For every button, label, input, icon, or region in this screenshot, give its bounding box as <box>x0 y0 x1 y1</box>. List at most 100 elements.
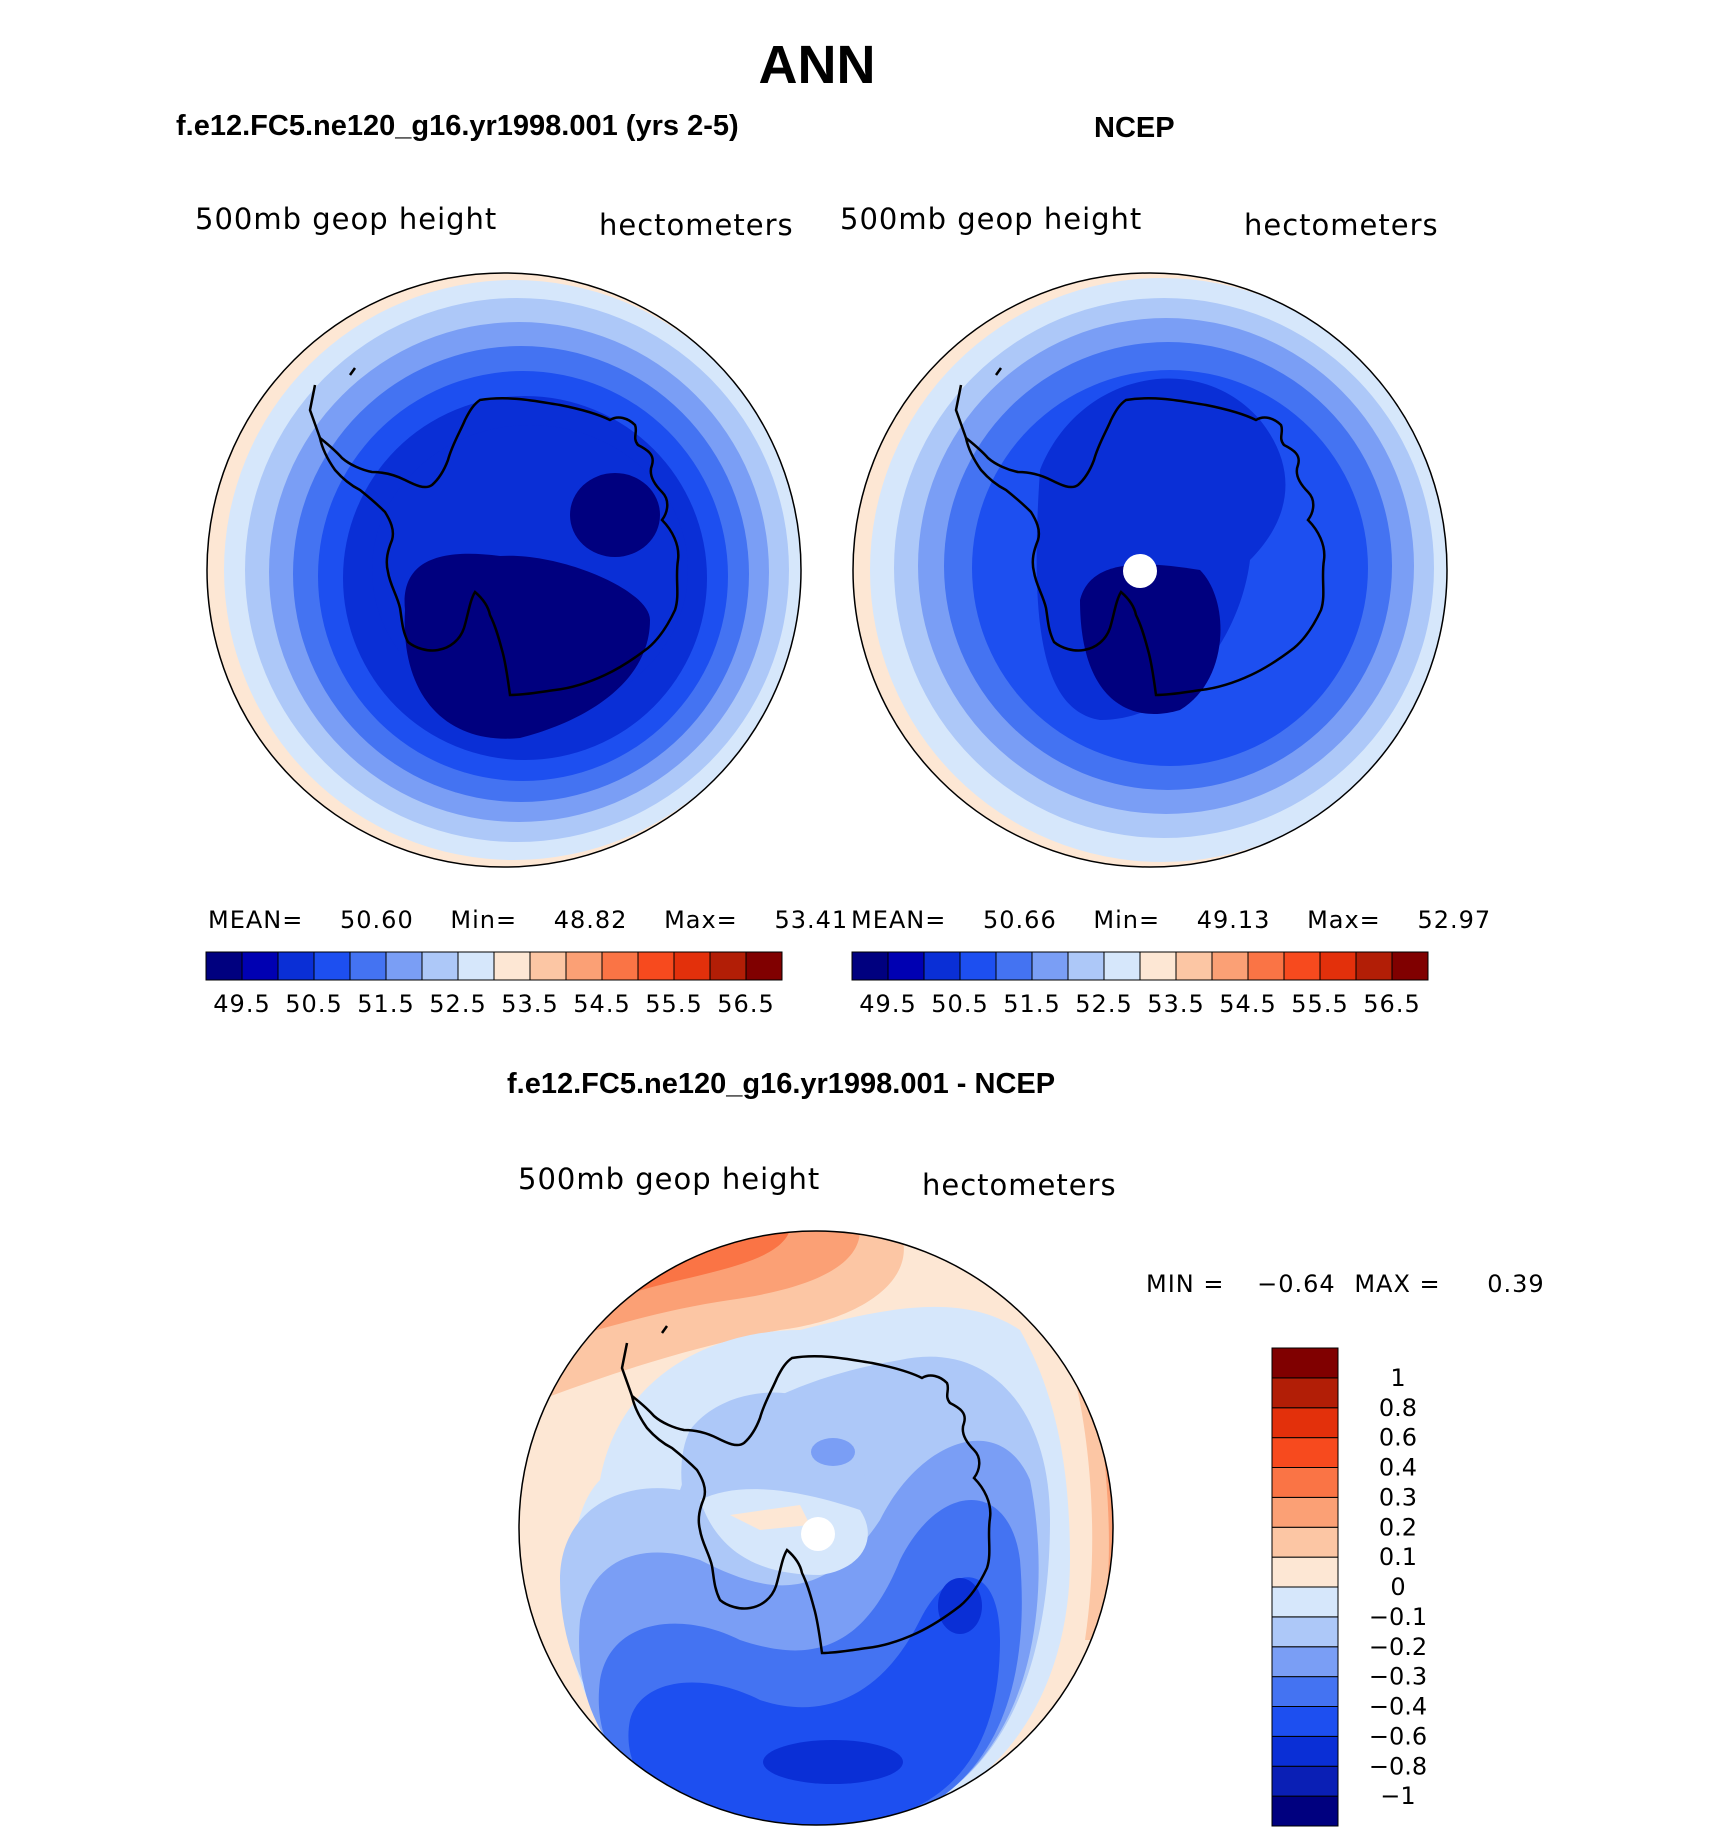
panel-3-stats: MIN = −0.64 MAX = 0.39 <box>1146 1270 1545 1298</box>
panel-3-colorbar-swatch-7 <box>1271 1586 1339 1618</box>
panel-1-colorbar-tick-label: 55.5 <box>645 990 702 1018</box>
panel-2-colorbar-tick-label: 55.5 <box>1291 990 1348 1018</box>
panel-2-units-label: hectometers <box>1244 208 1439 242</box>
panel-3-colorbar-tick-label: 0.4 <box>1379 1454 1417 1482</box>
panel-3-colorbar-tick-label: 0.6 <box>1379 1424 1417 1452</box>
panel-1-colorbar-tick-label: 50.5 <box>285 990 342 1018</box>
panel-1-colorbar-swatch-9 <box>529 951 567 981</box>
panel-3-colorbar-tick-label: 0 <box>1390 1573 1405 1601</box>
panel-3-colorbar-tick-label: −0.4 <box>1369 1693 1427 1721</box>
panel-1-map <box>206 272 802 868</box>
panel-3-max-label: MAX = <box>1354 1270 1441 1298</box>
panel-3-colorbar-tick-label: 0.3 <box>1379 1483 1417 1511</box>
panel-1-max-value: 53.41 <box>774 906 849 934</box>
panel-2-colorbar-swatch-8 <box>1139 951 1177 981</box>
panel-1-title: f.e12.FC5.ne120_g16.yr1998.001 (yrs 2-5) <box>176 110 739 142</box>
panel-3-map <box>518 1230 1114 1826</box>
panel-3-title: f.e12.FC5.ne120_g16.yr1998.001 - NCEP <box>507 1068 1056 1100</box>
panel-1-colorbar-swatch-8 <box>493 951 531 981</box>
panel-2-max-value: 52.97 <box>1417 906 1492 934</box>
panel-2-colorbar-swatch-4 <box>995 951 1033 981</box>
panel-3-min-label: MIN = <box>1146 1270 1225 1298</box>
panel-3-colorbar-swatch-8 <box>1271 1556 1339 1588</box>
panel-2-colorbar-tick-label: 50.5 <box>931 990 988 1018</box>
panel-2-colorbar-swatch-0 <box>851 951 889 981</box>
panel-3-colorbar-tick-label: 1 <box>1390 1364 1405 1392</box>
panel-3-min-value: −0.64 <box>1257 1270 1336 1298</box>
panel-3-colorbar-tick-label: −0.8 <box>1369 1752 1427 1780</box>
figure-title: ANN <box>758 35 876 95</box>
panel-1-min-label: Min= <box>450 906 518 934</box>
panel-1-colorbar-swatch-3 <box>313 951 351 981</box>
panel-2-colorbar-swatch-15 <box>1391 951 1429 981</box>
panel-2-colorbar-tick-label: 56.5 <box>1363 990 1420 1018</box>
panel-3-colorbar-tick-label: 0.1 <box>1379 1543 1417 1571</box>
panel-2-colorbar-swatch-11 <box>1247 951 1285 981</box>
panel-1-colorbar-swatch-13 <box>673 951 711 981</box>
panel-1-colorbar-tick-label: 54.5 <box>573 990 630 1018</box>
panel-1-max-label: Max= <box>664 906 738 934</box>
panel-2-map <box>852 272 1448 868</box>
panel-2-title: NCEP <box>1094 112 1175 144</box>
panel-3-colorbar-tick-label: −0.3 <box>1369 1663 1427 1691</box>
panel-2-colorbar-tick-label: 51.5 <box>1003 990 1060 1018</box>
panel-2-colorbar-tick-label: 53.5 <box>1147 990 1204 1018</box>
panel-3-colorbar-tick-label: 0.2 <box>1379 1513 1417 1541</box>
panel-1-units-label: hectometers <box>599 208 794 242</box>
panel-3-colorbar-tick-label: −1 <box>1380 1782 1415 1810</box>
panel-3-colorbar-swatch-10 <box>1271 1496 1339 1528</box>
panel-2-colorbar-swatch-9 <box>1175 951 1213 981</box>
panel-2-colorbar-swatch-10 <box>1211 951 1249 981</box>
panel-2-colorbar-swatch-14 <box>1355 951 1393 981</box>
panel-1-variable-label: 500mb geop height <box>195 202 498 236</box>
panel-3-units-label: hectometers <box>922 1168 1117 1202</box>
panel-3-colorbar-tick-label: 0.8 <box>1379 1394 1417 1422</box>
panel-2-colorbar: 49.5 50.5 51.5 52.5 53.5 54.5 55.5 56.5 <box>851 951 1429 1018</box>
panel-2-mean-label: MEAN= <box>851 906 947 934</box>
panel-2-colorbar-swatch-5 <box>1031 951 1069 981</box>
panel-1-colorbar-swatch-11 <box>601 951 639 981</box>
panel-2-colorbar-swatch-12 <box>1283 951 1321 981</box>
panel-1-min-value: 48.82 <box>553 906 628 934</box>
panel-2-stats: MEAN= 50.66 Min= 49.13 Max= 52.97 <box>851 906 1491 934</box>
panel-3-colorbar-swatch-13 <box>1271 1407 1339 1439</box>
panel-3-colorbar-tick-label: −0.2 <box>1369 1633 1427 1661</box>
panel-1-colorbar-tick-label: 52.5 <box>429 990 486 1018</box>
panel-3-colorbar-swatch-14 <box>1271 1377 1339 1409</box>
panel-2-colorbar-swatch-6 <box>1067 951 1105 981</box>
panel-2-colorbar-swatch-2 <box>923 951 961 981</box>
panel-2-max-label: Max= <box>1307 906 1381 934</box>
panel-1-mean-label: MEAN= <box>208 906 304 934</box>
panel-1-colorbar-swatch-2 <box>277 951 315 981</box>
panel-3-colorbar-swatch-2 <box>1271 1735 1339 1767</box>
panel-2-colorbar-tick-label: 54.5 <box>1219 990 1276 1018</box>
panel-1-mean-value: 50.60 <box>340 906 414 934</box>
panel-3-colorbar: −1−0.8−0.6−0.4−0.3−0.2−0.100.10.20.30.40… <box>1271 1347 1427 1827</box>
panel-3-colorbar-swatch-5 <box>1271 1646 1339 1678</box>
panel-3-colorbar-tick-label: −0.1 <box>1369 1603 1427 1631</box>
panel-2-colorbar-tick-label: 49.5 <box>859 990 916 1018</box>
panel-3-colorbar-tick-label: −0.6 <box>1369 1722 1427 1750</box>
panel-2-min-value: 49.13 <box>1196 906 1271 934</box>
panel-1-colorbar-swatch-1 <box>241 951 279 981</box>
panel-2-colorbar-swatch-13 <box>1319 951 1357 981</box>
panel-1-colorbar-swatch-5 <box>385 951 423 981</box>
panel-3-colorbar-swatch-11 <box>1271 1467 1339 1498</box>
panel-1-colorbar-swatch-4 <box>349 951 387 981</box>
panel-3-colorbar-swatch-9 <box>1271 1526 1339 1558</box>
panel-1-stats: MEAN= 50.60 Min= 48.82 Max= 53.41 <box>208 906 848 934</box>
panel-1-colorbar: 49.5 50.5 51.5 52.5 53.5 54.5 55.5 56.5 <box>205 951 783 1018</box>
panel-2-variable-label: 500mb geop height <box>840 202 1143 236</box>
panel-1-colorbar-tick-label: 51.5 <box>357 990 414 1018</box>
panel-1-colorbar-swatch-14 <box>709 951 747 981</box>
panel-3-colorbar-swatch-6 <box>1271 1616 1339 1648</box>
panel-2-colorbar-tick-label: 52.5 <box>1075 990 1132 1018</box>
panel-3-variable-label: 500mb geop height <box>518 1162 821 1196</box>
panel-1-colorbar-swatch-12 <box>637 951 675 981</box>
panel-1-colorbar-tick-label: 56.5 <box>717 990 774 1018</box>
panel-3-colorbar-swatch-12 <box>1271 1437 1339 1468</box>
panel-2-colorbar-swatch-1 <box>887 951 925 981</box>
panel-1-colorbar-tick-label: 49.5 <box>213 990 270 1018</box>
panel-3-max-value: 0.39 <box>1487 1270 1545 1298</box>
